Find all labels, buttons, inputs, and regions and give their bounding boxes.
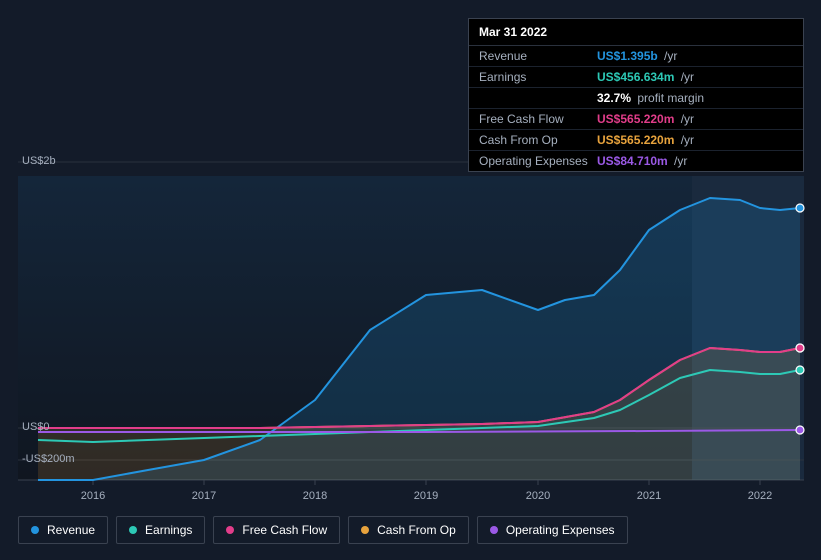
legend-dot-icon [361, 526, 369, 534]
y-axis-label: US$0 [22, 421, 50, 433]
x-axis-label: 2018 [303, 490, 327, 502]
legend-item-cash_from_op[interactable]: Cash From Op [348, 516, 469, 544]
legend-label: Cash From Op [377, 523, 456, 537]
y-axis-label: -US$200m [22, 453, 75, 465]
y-axis-label: US$2b [22, 155, 56, 167]
legend-dot-icon [129, 526, 137, 534]
tooltip-row-value: 32.7% profit margin [597, 91, 704, 105]
tooltip-row-value: US$1.395b /yr [597, 49, 677, 63]
tooltip-row-value: US$84.710m /yr [597, 154, 687, 168]
x-axis-label: 2019 [414, 490, 438, 502]
legend-dot-icon [31, 526, 39, 534]
tooltip-row-value: US$456.634m /yr [597, 70, 694, 84]
tooltip-row: Operating ExpensesUS$84.710m /yr [469, 151, 803, 171]
x-axis-label: 2016 [81, 490, 105, 502]
tooltip-row: EarningsUS$456.634m /yr [469, 67, 803, 88]
legend-label: Revenue [47, 523, 95, 537]
tooltip-row-label: Free Cash Flow [479, 112, 597, 126]
chart-tooltip: Mar 31 2022 RevenueUS$1.395b /yrEarnings… [468, 18, 804, 172]
tooltip-row: 32.7% profit margin [469, 88, 803, 109]
tooltip-date: Mar 31 2022 [469, 19, 803, 46]
tooltip-row-label: Earnings [479, 70, 597, 84]
tooltip-row-value: US$565.220m /yr [597, 112, 694, 126]
x-axis-label: 2021 [637, 490, 661, 502]
legend-dot-icon [226, 526, 234, 534]
legend-dot-icon [490, 526, 498, 534]
tooltip-row-value: US$565.220m /yr [597, 133, 694, 147]
tooltip-row: Free Cash FlowUS$565.220m /yr [469, 109, 803, 130]
chart-legend: Revenue Earnings Free Cash Flow Cash From O… [18, 516, 628, 544]
x-axis-label: 2020 [526, 490, 550, 502]
tooltip-row: RevenueUS$1.395b /yr [469, 46, 803, 67]
tooltip-row-label: Cash From Op [479, 133, 597, 147]
x-axis-label: 2017 [192, 490, 216, 502]
legend-item-revenue[interactable]: Revenue [18, 516, 108, 544]
tooltip-row-label: Operating Expenses [479, 154, 597, 168]
legend-label: Free Cash Flow [242, 523, 327, 537]
earnings-chart: { "chart": { "type": "area", "background… [0, 0, 821, 560]
legend-label: Earnings [145, 523, 192, 537]
x-axis-label: 2022 [748, 490, 772, 502]
tooltip-row-label: Revenue [479, 49, 597, 63]
legend-item-earnings[interactable]: Earnings [116, 516, 205, 544]
legend-item-operating_expenses[interactable]: Operating Expenses [477, 516, 628, 544]
legend-item-free_cash[interactable]: Free Cash Flow [213, 516, 340, 544]
legend-label: Operating Expenses [506, 523, 615, 537]
tooltip-row-label [479, 91, 597, 105]
tooltip-row: Cash From OpUS$565.220m /yr [469, 130, 803, 151]
